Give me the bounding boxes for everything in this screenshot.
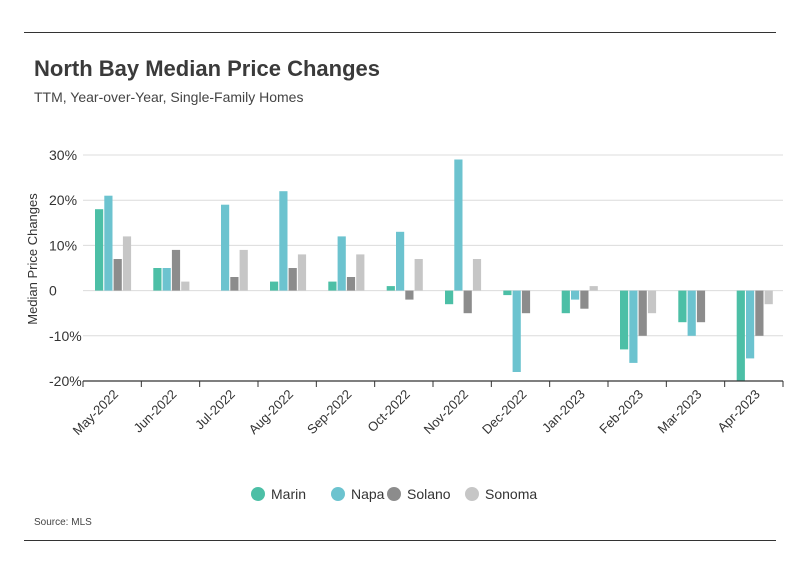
bar-solano [288, 268, 297, 291]
bar-sonoma [181, 281, 190, 291]
y-tick-label: 30% [49, 147, 77, 163]
bar-solano [171, 249, 181, 291]
bar-solano [230, 277, 239, 291]
bar-napa [571, 290, 580, 300]
bar-marin [736, 290, 745, 381]
bar-napa [396, 231, 405, 291]
bar-sonoma [297, 254, 307, 291]
x-tick-label: Oct-2022 [364, 387, 412, 435]
x-tick-label: Sep-2022 [304, 387, 354, 437]
x-tick-label: Jan-2023 [539, 387, 588, 436]
legend-label: Napa [351, 486, 385, 502]
bar-napa [454, 159, 463, 291]
bar-solano [463, 290, 472, 314]
y-tick-label: -10% [49, 328, 82, 344]
y-tick-label: 20% [49, 192, 77, 208]
legend-label: Sonoma [485, 486, 537, 502]
x-tick-label: May-2022 [70, 387, 121, 438]
legend: Marin Napa Solano Sonoma [251, 486, 537, 502]
y-tick-label: 0 [49, 283, 57, 299]
bar-marin [328, 281, 337, 291]
y-tick-label: -20% [49, 373, 82, 389]
bar-sonoma [472, 259, 482, 291]
x-tick-label: Feb-2023 [596, 387, 646, 437]
x-tick-label: Apr-2023 [714, 387, 762, 435]
x-tick-label: Mar-2023 [655, 387, 705, 437]
bar-marin [95, 209, 104, 291]
x-tick-label: Nov-2022 [421, 387, 471, 437]
bar-napa [162, 268, 171, 291]
gridlines [83, 154, 783, 337]
bar-solano [346, 277, 356, 291]
bar-sonoma [764, 290, 773, 305]
bar-marin [678, 290, 687, 323]
bar-solano [580, 290, 589, 309]
bars [95, 159, 773, 381]
y-axis-title: Median Price Changes [25, 193, 40, 325]
chart-title: North Bay Median Price Changes [34, 56, 380, 81]
bar-solano [113, 259, 122, 291]
legend-swatch-solano [387, 487, 401, 501]
bar-napa [337, 236, 346, 291]
x-tick-label: Aug-2022 [246, 387, 296, 437]
bar-marin [445, 290, 454, 305]
legend-label: Marin [271, 486, 306, 502]
bar-sonoma [239, 249, 248, 291]
chart-subtitle: TTM, Year-over-Year, Single-Family Homes [34, 89, 304, 105]
bar-solano [521, 290, 531, 314]
bar-napa [279, 191, 288, 291]
bar-napa [512, 290, 521, 372]
bar-napa [629, 290, 638, 363]
legend-label: Solano [407, 486, 451, 502]
y-axis-ticks: -20% -10% 0 10% 20% 30% [49, 147, 82, 389]
bar-sonoma [647, 290, 657, 314]
x-axis-labels: May-2022 Jun-2022 Jul-2022 Aug-2022 Sep-2022… [70, 387, 763, 438]
bar-sonoma [122, 236, 132, 291]
x-tick-label: Jun-2022 [131, 387, 180, 436]
bar-solano [696, 290, 706, 323]
bar-marin [270, 281, 279, 291]
bar-sonoma [356, 254, 365, 291]
bar-marin [153, 268, 162, 291]
x-tick-label: Jul-2022 [192, 387, 238, 433]
bar-napa [687, 290, 696, 336]
bar-marin [386, 286, 395, 291]
bar-sonoma [414, 259, 423, 291]
source-note: Source: MLS [34, 517, 92, 528]
bar-napa [104, 195, 113, 291]
bar-solano [755, 290, 764, 336]
bar-marin [620, 290, 629, 350]
y-tick-label: 10% [49, 237, 77, 253]
bar-solano [638, 290, 647, 336]
bar-marin [561, 290, 570, 314]
x-tick-label: Dec-2022 [479, 387, 529, 437]
legend-swatch-marin [251, 487, 265, 501]
bar-marin [503, 290, 512, 296]
top-rule [24, 32, 776, 33]
bar-napa [221, 204, 230, 291]
legend-swatch-sonoma [465, 487, 479, 501]
bar-solano [405, 290, 414, 300]
bar-napa [746, 290, 755, 359]
bar-sonoma [589, 286, 598, 291]
legend-swatch-napa [331, 487, 345, 501]
bottom-rule [24, 540, 776, 541]
x-axis [82, 380, 784, 387]
